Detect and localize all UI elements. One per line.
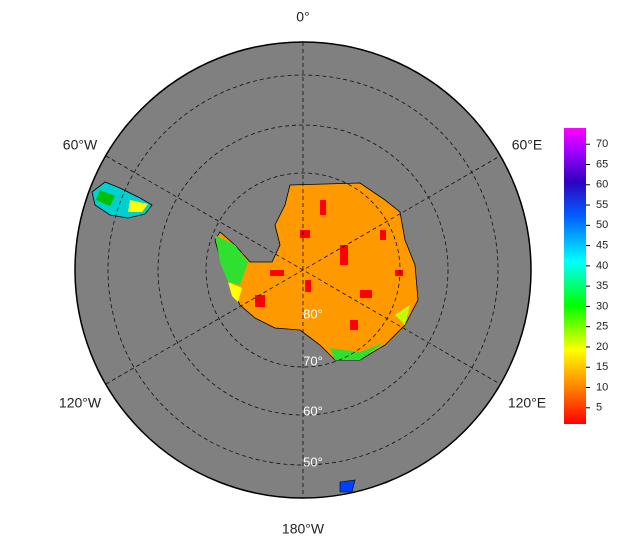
antarctica [214, 182, 419, 361]
lat-label: 60° [303, 403, 323, 418]
colorbar-tick-label: 55 [596, 199, 608, 211]
colorbar-tick-label: 60 [596, 179, 608, 191]
colorbar-tick-label: 30 [596, 300, 608, 312]
colorbar-tick-label: 70 [596, 138, 608, 150]
lon-label: 0° [296, 9, 309, 25]
colorbar-tick-label: 35 [596, 280, 608, 292]
colorbar-tick-label: 25 [596, 321, 608, 333]
colorbar-tick-label: 5 [596, 402, 602, 414]
colorbar-tick-label: 15 [596, 361, 608, 373]
colorbar-tick-label: 65 [596, 158, 608, 170]
lon-label: 180°W [282, 521, 325, 537]
colorbar-bar [564, 128, 586, 424]
lat-label: 70° [303, 353, 323, 368]
colorbar-tick-label: 40 [596, 260, 608, 272]
colorbar: 5 10 15 20 25 30 35 40 45 50 55 60 65 70 [564, 128, 608, 424]
colorbar-tick-label: 20 [596, 341, 608, 353]
lat-label: 80° [303, 306, 323, 321]
lon-label: 120°E [508, 395, 546, 411]
lon-label: 60°W [63, 137, 98, 153]
land [91, 181, 419, 493]
colorbar-tick-label: 50 [596, 219, 608, 231]
colorbar-tick-label: 10 [596, 381, 608, 393]
lon-label: 60°E [512, 137, 543, 153]
lon-label: 120°W [59, 395, 102, 411]
lat-label: 50° [303, 454, 323, 469]
colorbar-tick-label: 45 [596, 239, 608, 251]
graticule [105, 42, 501, 498]
